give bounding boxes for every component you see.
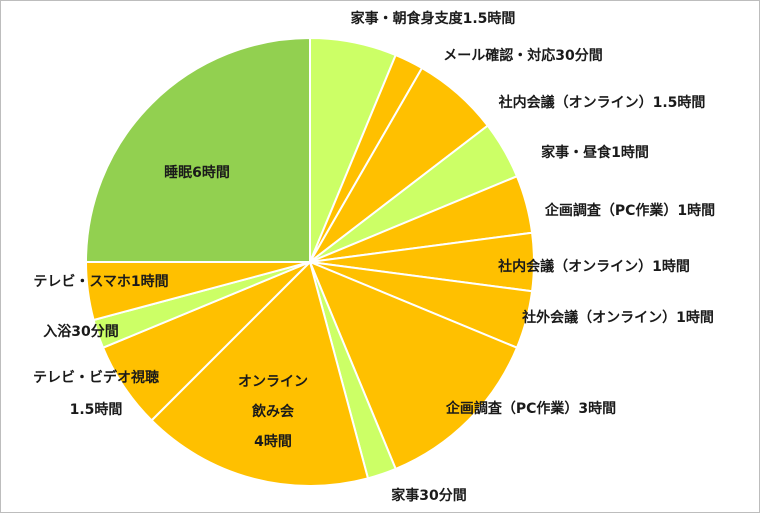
slice-label-6: 社外会議（オンライン）1時間 — [521, 309, 714, 326]
slice-labels: 家事・朝食身支度1.5時間 メール確認・対応30分間 社内会議（オンライン）1.… — [33, 10, 715, 504]
pie-slices — [85, 37, 535, 487]
slice-label-9: オンライン飲み会 4時間 — [238, 374, 308, 450]
pie-slice-13 — [85, 37, 311, 263]
slice-label-2: 社内会議（オンライン）1.5時間 — [498, 94, 706, 111]
pie-slice-7 — [309, 261, 518, 470]
pie-slice-9 — [150, 261, 369, 487]
slice-label-5: 社内会議（オンライン）1時間 — [497, 258, 690, 275]
slice-label-11: 入浴30分間 — [43, 323, 118, 340]
slice-label-7: 企画調査（PC作業）3時間 — [445, 400, 616, 417]
slice-label-10: テレビ・ビデオ視聴 1.5時間 — [33, 369, 159, 418]
slice-label-0: 家事・朝食身支度1.5時間 — [351, 10, 516, 27]
slice-label-13: 睡眠6時間 — [164, 164, 230, 181]
slice-label-4: 企画調査（PC作業）1時間 — [544, 202, 715, 219]
slice-label-1: メール確認・対応30分間 — [443, 47, 602, 64]
slice-label-8: 家事30分間 — [391, 487, 466, 504]
slice-label-3: 家事・昼食1時間 — [541, 144, 649, 161]
slice-label-12: テレビ・スマホ1時間 — [33, 273, 168, 290]
